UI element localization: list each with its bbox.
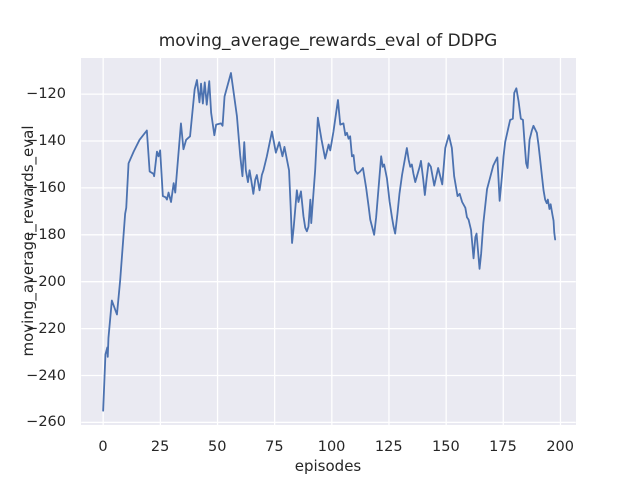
plot-area bbox=[81, 58, 576, 425]
reward-line bbox=[102, 72, 557, 412]
y-tick-label: −140 bbox=[26, 133, 66, 149]
x-tick-label: 25 bbox=[150, 439, 170, 455]
y-tick-label: −120 bbox=[26, 86, 66, 103]
x-tick-label: 200 bbox=[546, 439, 575, 455]
x-tick-label: 175 bbox=[489, 439, 517, 455]
y-tick-label: −220 bbox=[26, 320, 66, 337]
y-tick-label: −260 bbox=[26, 414, 66, 431]
y-tick-label: −160 bbox=[26, 179, 66, 196]
y-tick-label: −240 bbox=[26, 367, 66, 384]
x-tick-label: 150 bbox=[432, 439, 460, 455]
x-tick-label: 125 bbox=[374, 439, 403, 455]
chart-title: moving_average_rewards_eval of DDPG bbox=[158, 31, 498, 51]
y-tick-label: −180 bbox=[26, 226, 66, 243]
x-tick-label: 50 bbox=[208, 439, 227, 455]
y-tick-label: −200 bbox=[26, 273, 66, 290]
x-tick-label: 75 bbox=[265, 439, 284, 455]
x-tick-label: 0 bbox=[98, 439, 108, 455]
x-tick-label: 100 bbox=[317, 439, 346, 455]
line-chart-svg bbox=[81, 58, 576, 425]
x-axis-label: episodes bbox=[294, 457, 362, 475]
